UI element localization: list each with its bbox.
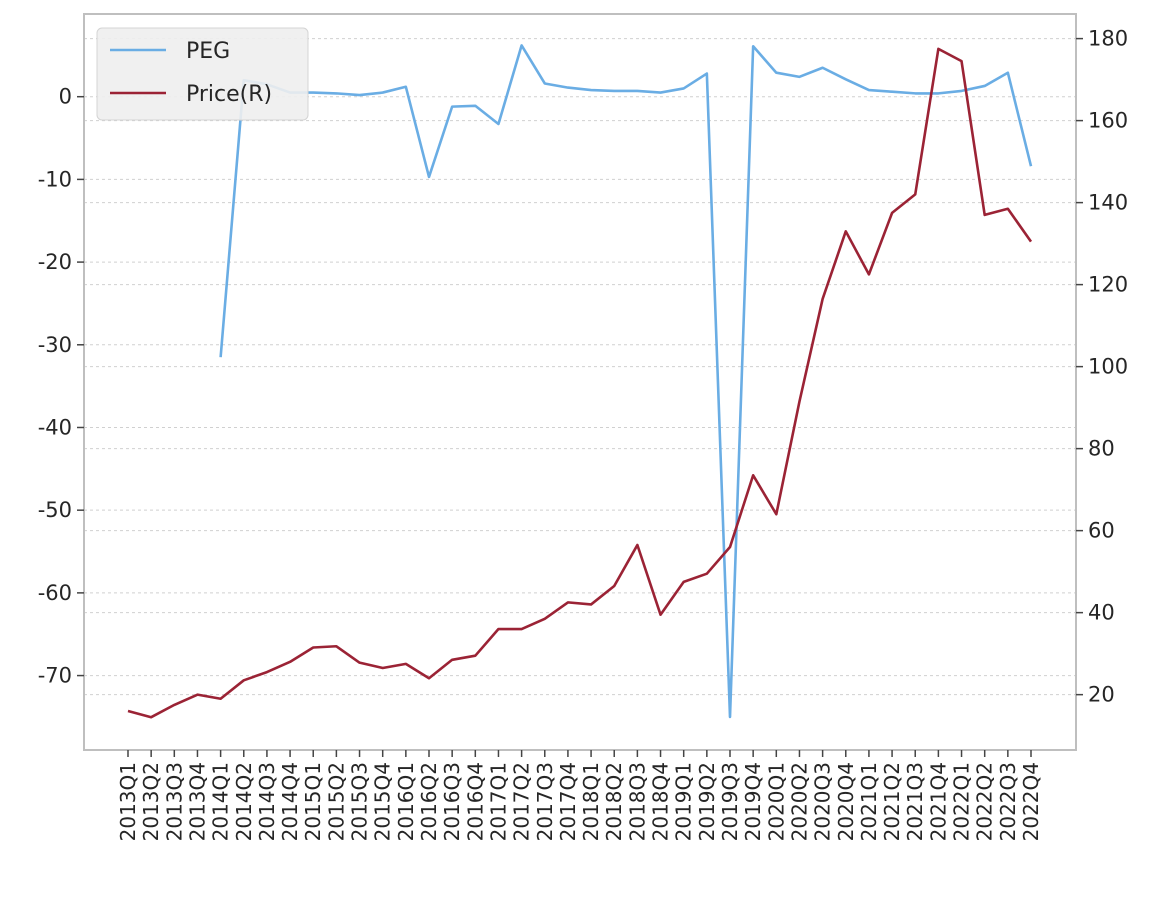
right-tick-label: 80 [1088,437,1115,461]
x-tick-label: 2015Q3 [348,762,372,841]
series-line-price [127,47,1033,719]
x-tick-label: 2015Q1 [301,762,325,841]
plot-frame [83,13,1077,751]
right-tick-label: 60 [1088,519,1115,543]
right-tick-label: 140 [1088,191,1128,215]
x-tick-label: 2020Q2 [787,762,811,841]
x-tick-label: 2020Q1 [764,762,788,841]
x-tick-label: 2014Q4 [278,762,302,841]
left-tick-label: -40 [38,415,72,439]
grid [84,38,1076,696]
x-tick-label: 2018Q1 [579,762,603,841]
x-tick-label: 2022Q2 [973,762,997,841]
left-tick-label: 0 [59,85,72,109]
x-tick-label: 2017Q1 [486,762,510,841]
right-tick-label: 20 [1088,683,1115,707]
left-y-axis: 0 -10 -20 -30 -40 -50 -60 -70 [38,85,84,688]
left-tick-label: -10 [38,167,72,191]
x-tick-label: 2017Q3 [533,762,557,841]
x-tick-label: 2021Q3 [903,762,927,841]
right-tick-label: 160 [1088,109,1128,133]
x-tick-label: 2017Q2 [510,762,534,841]
x-tick-label: 2014Q3 [255,762,279,841]
x-tick-label: 2016Q2 [417,762,441,841]
x-tick-label: 2021Q4 [926,762,950,841]
right-tick-label: 120 [1088,273,1128,297]
x-tick-label: 2019Q2 [695,762,719,841]
x-tick-label: 2021Q2 [880,762,904,841]
x-tick-label: 2019Q1 [672,762,696,841]
x-tick-label: 2019Q4 [741,762,765,841]
x-tick-label: 2016Q4 [463,762,487,841]
right-tick-label: 40 [1088,601,1115,625]
x-tick-label: 2020Q3 [811,762,835,841]
series-line-peg [219,44,1033,719]
x-tick-label: 2014Q1 [209,762,233,841]
x-tick-label: 2021Q1 [857,762,881,841]
left-tick-label: -70 [38,664,72,688]
x-tick-label: 2013Q3 [162,762,186,841]
x-axis: 2013Q1 2013Q2 2013Q3 2013Q4 2014Q1 2014Q2 2014… [116,750,1043,841]
x-tick-label: 2022Q4 [1019,762,1043,841]
left-tick-label: -30 [38,333,72,357]
x-tick-label: 2018Q3 [625,762,649,841]
x-tick-label: 2015Q4 [371,762,395,841]
x-tick-label: 2020Q4 [834,762,858,841]
legend-label: Price(R) [186,82,272,107]
x-tick-label: 2017Q4 [556,762,580,841]
left-tick-label: -20 [38,250,72,274]
right-y-axis: 180 160 140 120 100 80 60 40 20 [1076,27,1128,707]
x-tick-label: 2014Q2 [232,762,256,841]
x-tick-label: 2016Q3 [440,762,464,841]
x-tick-label: 2018Q4 [649,762,673,841]
x-tick-label: 2022Q3 [996,762,1020,841]
x-tick-label: 2013Q1 [116,762,140,841]
x-tick-label: 2022Q1 [950,762,974,841]
series-layer [127,44,1033,719]
legend-label: PEG [186,39,230,64]
right-tick-label: 100 [1088,355,1128,379]
legend: PEG Price(R) [96,27,309,121]
right-tick-label: 180 [1088,27,1128,51]
x-tick-label: 2015Q2 [324,762,348,841]
left-tick-label: -50 [38,498,72,522]
x-tick-label: 2019Q3 [718,762,742,841]
x-tick-label: 2016Q1 [394,762,418,841]
left-tick-label: -60 [38,581,72,605]
x-tick-label: 2013Q2 [139,762,163,841]
x-tick-label: 2018Q2 [602,762,626,841]
x-tick-label: 2013Q4 [185,762,209,841]
